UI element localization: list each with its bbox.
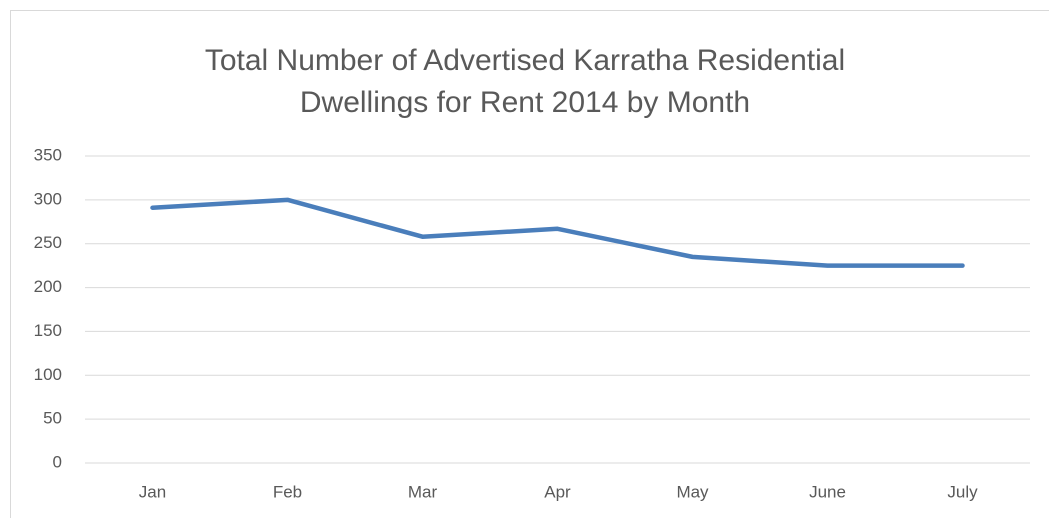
line-series [150, 197, 965, 268]
chart-border [10, 10, 1049, 518]
x-tick-label: Jan [139, 482, 166, 501]
x-tick-label: June [809, 482, 846, 501]
y-tick-label: 350 [34, 145, 62, 164]
y-tick-label: 200 [34, 277, 62, 296]
y-tick-label: 250 [34, 233, 62, 252]
y-tick-label: 50 [43, 409, 62, 428]
x-tick-label: July [947, 482, 978, 501]
x-tick-label: Mar [408, 482, 438, 501]
x-tick-label: Apr [544, 482, 571, 501]
chart-title: Total Number of Advertised Karratha Resi… [204, 44, 846, 119]
y-tick-label: 150 [34, 321, 62, 340]
x-tick-label: May [676, 482, 709, 501]
y-tick-label: 100 [34, 365, 62, 384]
y-tick-label: 300 [34, 189, 62, 208]
y-tick-label: 0 [53, 452, 62, 471]
x-tick-label: Feb [273, 482, 302, 501]
